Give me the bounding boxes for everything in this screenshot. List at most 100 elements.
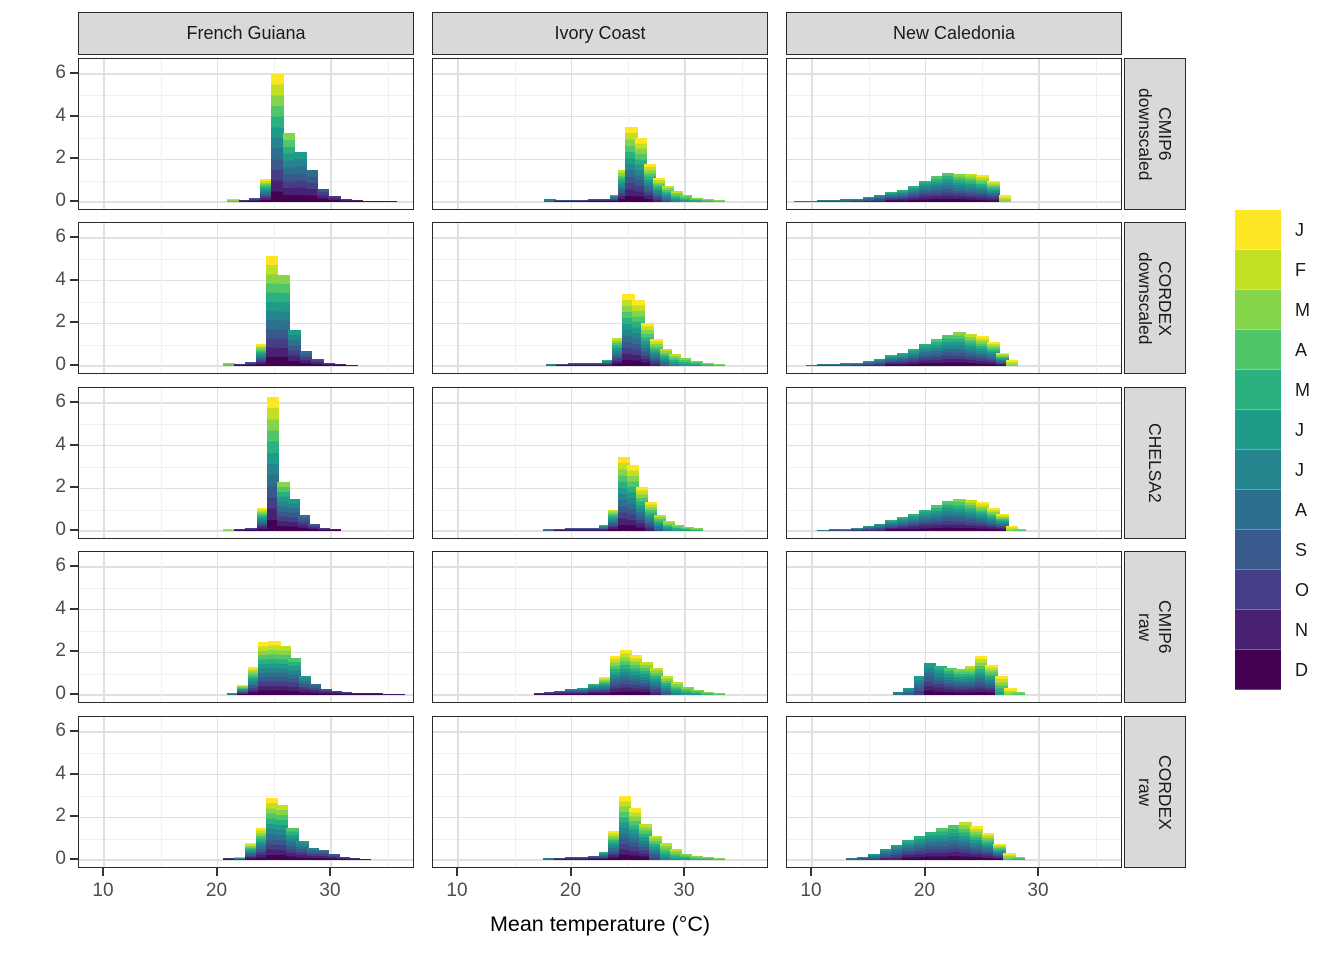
grid-line (79, 444, 413, 447)
facet-row-strip-label: CORDEX raw (1135, 754, 1175, 830)
histogram-bar (681, 686, 694, 695)
histogram-bar (839, 199, 853, 202)
grid-line (79, 467, 413, 468)
histogram-bar (712, 692, 726, 695)
y-tick-mark (70, 157, 78, 160)
histogram-bar (873, 194, 887, 202)
grid-line (811, 388, 813, 538)
grid-line (741, 717, 743, 867)
histogram-bar (271, 74, 284, 202)
histogram-bar (328, 195, 341, 202)
histogram-bar (599, 198, 612, 202)
histogram-bar (701, 362, 714, 366)
grid-line (160, 388, 162, 538)
grid-line (457, 552, 459, 702)
grid-line (79, 73, 413, 75)
grid-line (160, 59, 162, 209)
legend-swatch (1235, 610, 1281, 650)
histogram-bar (902, 839, 915, 860)
grid-line (787, 773, 1121, 776)
grid-line (1038, 59, 1040, 209)
grid-line (787, 731, 1121, 733)
grid-line (433, 530, 767, 532)
legend-swatch (1235, 570, 1281, 610)
histogram-bar (255, 828, 268, 860)
grid-line (787, 796, 1121, 797)
grid-line (811, 552, 813, 702)
panel (78, 551, 414, 703)
histogram-bar (701, 691, 714, 695)
grid-line (924, 388, 927, 538)
grid-line (514, 223, 516, 373)
grid-line (79, 365, 413, 367)
histogram-bar (851, 527, 864, 531)
panel (432, 58, 768, 210)
grid-line (982, 59, 984, 209)
grid-line (787, 73, 1121, 75)
x-tick-label: 30 (319, 880, 341, 901)
grid-line (330, 388, 332, 538)
legend-label: J (1295, 420, 1304, 440)
y-tick-label: 6 (55, 391, 66, 412)
grid-line (787, 365, 1121, 367)
histogram-bar (907, 348, 921, 366)
histogram-bar (350, 200, 364, 202)
grid-line (787, 608, 1121, 611)
grid-line (433, 237, 767, 239)
grid-line (79, 138, 413, 139)
grid-line (103, 552, 105, 702)
histogram-bar (639, 823, 652, 860)
histogram-bar (257, 641, 271, 695)
grid-line (868, 388, 870, 538)
y-tick-mark (70, 815, 78, 818)
grid-line (433, 566, 767, 568)
histogram-bar (944, 668, 957, 695)
histogram-bar (245, 527, 258, 531)
x-tick-label: 30 (673, 880, 695, 901)
grid-line (514, 717, 516, 867)
histogram-bar (345, 364, 358, 366)
panel (78, 58, 414, 210)
grid-line (433, 279, 767, 282)
histogram-bar (358, 858, 372, 860)
histogram-bar (337, 856, 350, 860)
grid-line (787, 467, 1121, 468)
legend-swatch (1235, 530, 1281, 570)
grid-line (433, 115, 767, 118)
grid-line (79, 731, 413, 733)
histogram-bar (896, 190, 909, 202)
histogram-bar (839, 363, 853, 366)
grid-line (811, 223, 813, 373)
grid-line (387, 717, 389, 867)
histogram-bar (576, 199, 590, 202)
grid-line (433, 344, 767, 346)
grid-line (868, 717, 870, 867)
histogram-bar (307, 523, 321, 531)
grid-line (330, 717, 332, 867)
facet-col-strip: French Guiana (78, 12, 414, 55)
grid-line (274, 552, 276, 702)
y-tick-label: 4 (55, 762, 66, 784)
grid-line (924, 223, 927, 373)
facet-col-strip-label: Ivory Coast (554, 23, 646, 43)
grid-line (741, 388, 743, 538)
panel (786, 58, 1122, 210)
legend-label: N (1295, 620, 1308, 640)
x-tick-label: 20 (205, 880, 228, 901)
histogram-bar (266, 396, 280, 531)
histogram-bar (299, 351, 313, 366)
y-tick-mark (70, 200, 78, 202)
grid-line (1038, 717, 1040, 867)
histogram-bar (629, 654, 643, 695)
facet-col-strip: Ivory Coast (432, 12, 768, 55)
grid-line (982, 552, 984, 702)
histogram-bar (913, 835, 927, 860)
y-tick-label: 0 (55, 519, 66, 540)
grid-line (741, 552, 743, 702)
grid-line (787, 201, 1121, 203)
histogram-bar (587, 199, 601, 202)
grid-line (103, 388, 105, 538)
histogram-bar (542, 528, 555, 531)
histogram-bar (868, 853, 881, 860)
grid-line (433, 95, 767, 97)
